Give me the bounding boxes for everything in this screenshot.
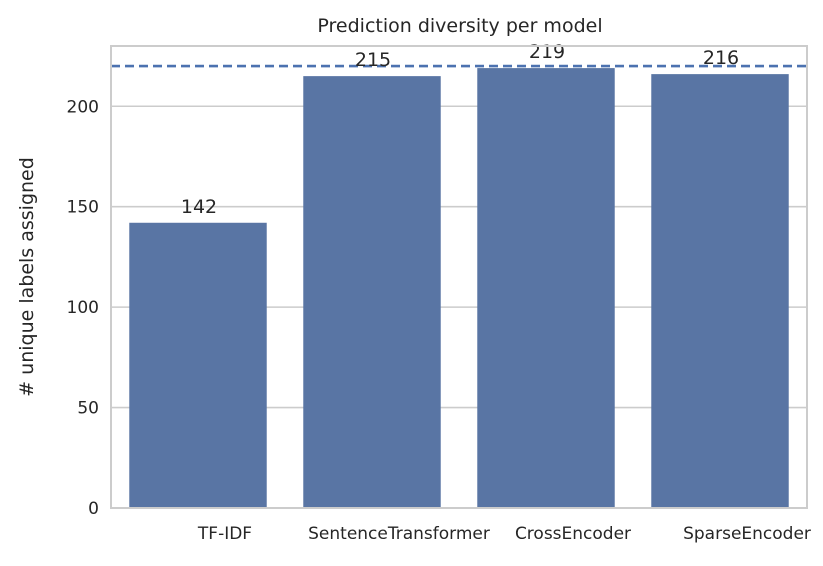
bar xyxy=(303,76,441,508)
x-tick-label: CrossEncoder xyxy=(515,524,631,544)
bar xyxy=(651,74,789,509)
y-tick-label: 0 xyxy=(88,499,99,519)
bar-value-label: 216 xyxy=(703,47,739,69)
chart-title: Prediction diversity per model xyxy=(317,15,602,37)
y-tick-label: 200 xyxy=(67,97,99,117)
bars xyxy=(129,68,789,509)
bar-value-label: 219 xyxy=(529,41,565,63)
bar xyxy=(129,222,267,509)
y-axis-label: # unique labels assigned xyxy=(16,157,38,397)
bar xyxy=(477,68,615,509)
x-tick-label: SentenceTransformer xyxy=(308,524,490,544)
x-tick-label: SparseEncoder xyxy=(683,524,811,544)
bar-value-label: 215 xyxy=(355,49,391,71)
y-tick-labels: 0 50 100 150 200 xyxy=(67,97,99,519)
axes-frame xyxy=(110,45,808,509)
bar-value-label: 142 xyxy=(181,196,217,218)
y-tick-label: 50 xyxy=(77,399,99,419)
y-tick-label: 100 xyxy=(67,298,99,318)
axes-border xyxy=(110,45,808,509)
y-tick-label: 150 xyxy=(67,198,99,218)
x-tick-labels: TF-IDF SentenceTransformer CrossEncoder Spa… xyxy=(197,524,811,544)
x-tick-label: TF-IDF xyxy=(197,524,252,544)
